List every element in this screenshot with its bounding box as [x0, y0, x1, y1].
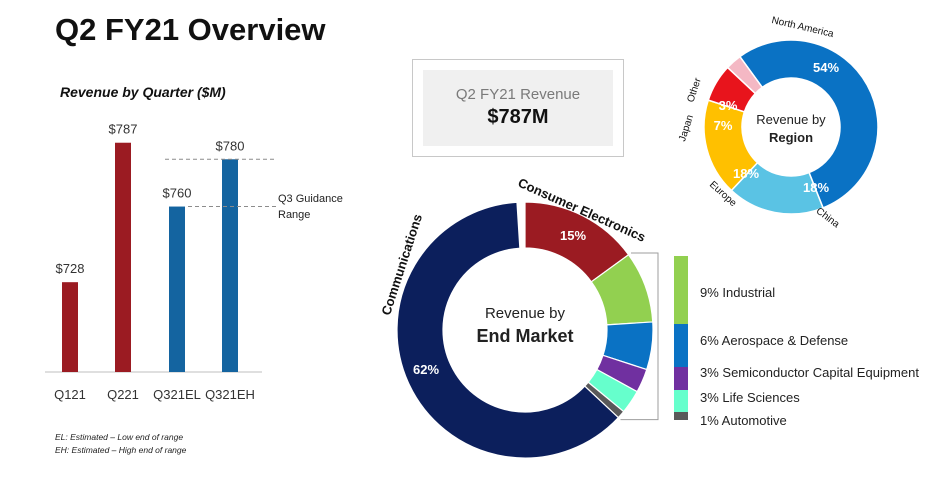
region-center-label: Revenue by	[756, 112, 826, 127]
region-pct-label: 18%	[803, 180, 829, 195]
legend-connector	[620, 252, 659, 421]
note-eh: EH: Estimated – High end of range	[55, 445, 187, 455]
page-title: Q2 FY21 Overview	[55, 12, 326, 47]
bar-value-label: $760	[163, 186, 192, 201]
kpi-label: Q2 FY21 Revenue	[455, 86, 581, 103]
market-pct-label: 15%	[560, 228, 586, 243]
legend-label: 1% Automotive	[700, 413, 787, 428]
x-tick-label: Q321EL	[153, 387, 201, 402]
guidance-annotation: Range	[278, 209, 310, 221]
guidance-annotation: Q3 Guidance	[278, 193, 343, 205]
region-name-label: China	[814, 206, 842, 231]
region-center-bold: Region	[769, 130, 813, 145]
x-tick-label: Q121	[54, 387, 86, 402]
region-pct-label: 18%	[733, 166, 759, 181]
bar-chart-title: Revenue by Quarter ($M)	[60, 84, 226, 100]
bar-q321eh	[222, 159, 238, 372]
bar-q321el	[169, 206, 185, 372]
market-pct-label: 62%	[413, 362, 439, 377]
legend-swatch	[674, 390, 688, 412]
legend-label: 9% Industrial	[700, 285, 775, 300]
kpi-value: $787M	[487, 106, 549, 128]
x-tick-label: Q221	[107, 387, 139, 402]
legend-swatch	[674, 412, 688, 420]
market-center-label: Revenue by	[485, 305, 566, 322]
market-center-bold: End Market	[476, 326, 573, 346]
legend-swatch	[674, 256, 688, 324]
region-pct-label: 7%	[714, 118, 733, 133]
region-slice-north-america	[738, 39, 879, 209]
bar-value-label: $787	[109, 122, 138, 137]
legend-swatch	[674, 324, 688, 367]
note-el: EL: Estimated – Low end of range	[55, 432, 184, 442]
bar-value-label: $728	[56, 261, 85, 276]
region-pct-label: 3%	[719, 98, 738, 113]
bar-value-label: $780	[216, 138, 245, 153]
legend-label: 3% Life Sciences	[700, 390, 800, 405]
market-slice-communications	[396, 201, 620, 459]
legend-swatch	[674, 367, 688, 390]
region-slice-other	[726, 55, 764, 95]
legend-label: 3% Semiconductor Capital Equipment	[700, 365, 919, 380]
bar-q121	[62, 282, 78, 372]
legend-label: 6% Aerospace & Defense	[700, 333, 848, 348]
region-name-label: Japan	[677, 114, 696, 143]
revenue-kpi-card: Q2 FY21 Revenue $787M	[412, 59, 624, 157]
region-name-label: Other	[686, 76, 704, 104]
region-pct-label: 54%	[813, 60, 839, 75]
x-tick-label: Q321EH	[205, 387, 255, 402]
region-name-label: North America	[770, 15, 835, 40]
bar-q221	[115, 142, 131, 372]
